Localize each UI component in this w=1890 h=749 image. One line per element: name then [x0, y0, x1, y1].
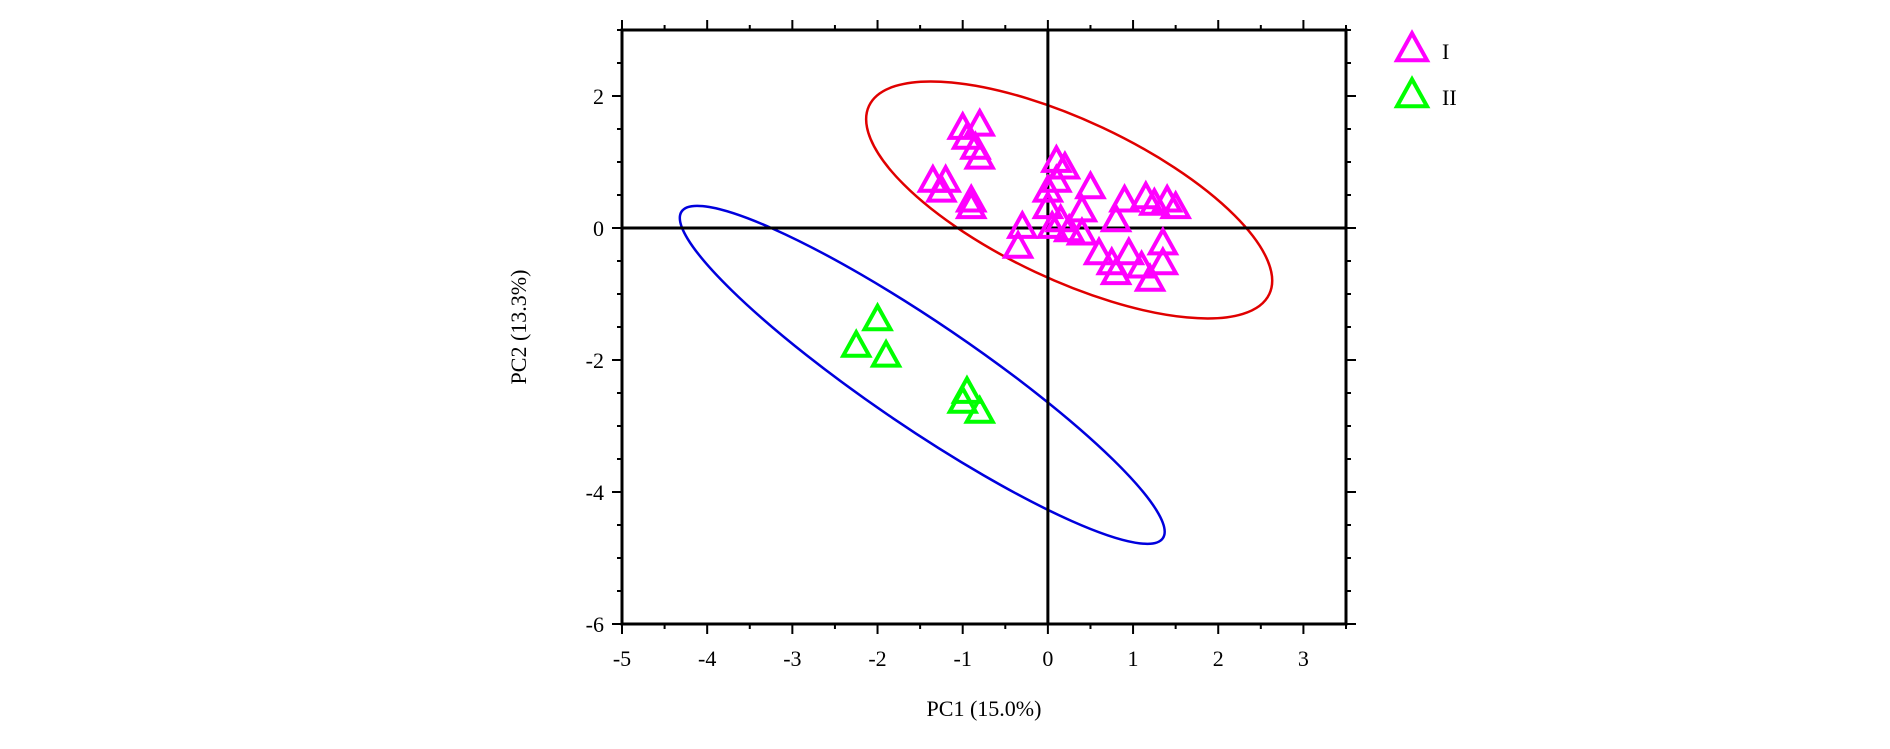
point-group-I [954, 189, 988, 220]
point-group-I [1108, 182, 1141, 213]
point-group-I [1112, 235, 1146, 266]
point-group-I [1099, 202, 1133, 233]
x-tick-label: -2 [868, 646, 886, 671]
y-tick-label: 2 [593, 84, 604, 109]
point-group-I [1005, 209, 1039, 239]
y-tick-label: 0 [593, 216, 604, 241]
y-tick-label: -2 [586, 348, 604, 373]
point-group-II [839, 328, 873, 358]
legend-label-I: I [1442, 39, 1449, 64]
confidence-ellipses [678, 80, 1274, 546]
x-tick-label: 0 [1042, 646, 1053, 671]
point-group-II [869, 338, 903, 368]
ellipse-group-I [864, 80, 1274, 320]
y-tick-label: -4 [586, 480, 604, 505]
point-group-I [963, 140, 997, 170]
zero-lines [622, 30, 1346, 624]
point-group-I [925, 173, 958, 203]
point-group-I [1146, 245, 1180, 276]
legend-label-II: II [1442, 85, 1457, 110]
x-tick-label: -3 [783, 646, 801, 671]
point-group-I [1001, 229, 1035, 259]
point-group-I [1099, 255, 1133, 286]
point-group-I [1159, 189, 1193, 220]
x-axis-label: PC1 (15.0%) [927, 696, 1042, 721]
point-group-II [963, 394, 997, 424]
point-group-II [861, 301, 894, 332]
point-group-I [1048, 149, 1082, 180]
x-tick-label: -1 [954, 646, 972, 671]
point-group-I [1125, 248, 1158, 279]
point-group-I [1035, 209, 1069, 239]
point-group-I [954, 182, 988, 213]
point-group-I [963, 107, 997, 137]
point-group-I [1146, 225, 1180, 256]
y-axis-label: PC2 (13.3%) [506, 270, 531, 385]
x-tick-label: -4 [698, 646, 716, 671]
point-group-I [1074, 169, 1107, 200]
x-tick-label: -5 [613, 646, 631, 671]
point-group-I [1082, 235, 1116, 266]
axis-ticks: -5 -4 -3 -2 -1 0 1 2 3 -6 -4 -2 0 2 [586, 20, 1356, 671]
data-points [839, 107, 1193, 424]
x-tick-label: 1 [1128, 646, 1139, 671]
point-group-I [1133, 262, 1167, 292]
legend-marker-II [1393, 75, 1431, 109]
legend: III [1393, 29, 1457, 110]
y-tick-label: -6 [586, 612, 604, 637]
x-tick-label: 3 [1298, 646, 1309, 671]
point-group-I [1065, 215, 1099, 246]
point-group-II [946, 384, 980, 414]
ellipse-group-II [678, 204, 1166, 546]
legend-marker-I [1393, 29, 1431, 63]
x-tick-label: 2 [1213, 646, 1224, 671]
